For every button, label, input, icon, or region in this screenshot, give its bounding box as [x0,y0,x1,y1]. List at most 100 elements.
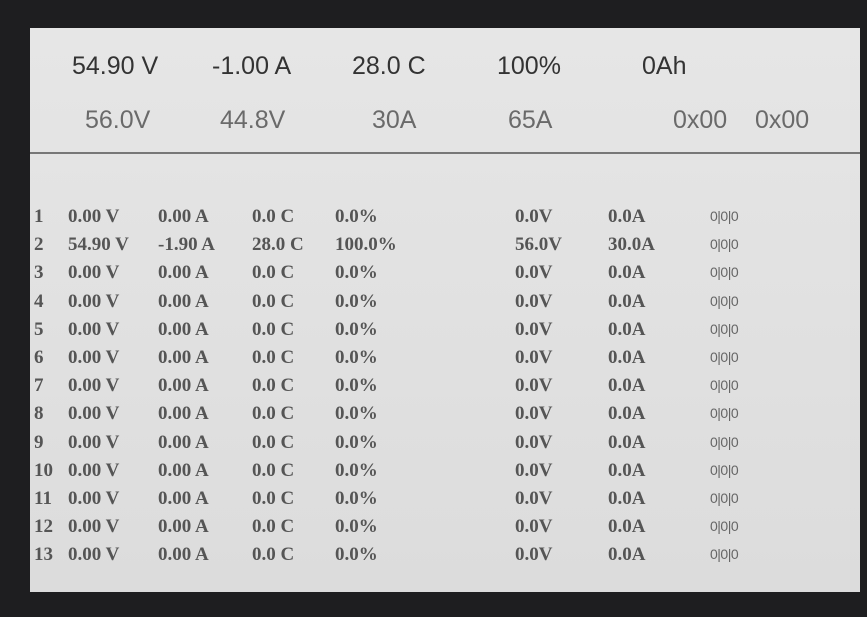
cell-current: 0.00 A [158,516,209,538]
status-value: -1.00 A [212,52,291,81]
cell-set-current: 0.0A [608,460,645,482]
cell-flags: 0|0|0 [710,293,738,309]
cell-temp: 28.0 C [252,234,304,256]
cell-index: 1 [34,206,44,228]
cell-soc: 0.0% [335,262,378,284]
cell-set-voltage: 56.0V [515,234,562,256]
cell-temp: 0.0 C [252,206,294,228]
cell-soc: 0.0% [335,291,378,313]
limit-value: 65A [508,106,552,135]
cell-temp: 0.0 C [252,432,294,454]
cell-temp: 0.0 C [252,488,294,510]
cell-soc: 0.0% [335,516,378,538]
cell-temp: 0.0 C [252,544,294,566]
status-value: 100% [497,52,561,81]
cell-flags: 0|0|0 [710,434,738,450]
cell-index: 3 [34,262,44,284]
cell-flags: 0|0|0 [710,264,738,280]
cell-set-voltage: 0.0V [515,319,552,341]
cell-index: 13 [34,544,53,566]
cell-set-voltage: 0.0V [515,206,552,228]
cell-voltage: 0.00 V [68,488,119,510]
cell-temp: 0.0 C [252,460,294,482]
cell-soc: 0.0% [335,460,378,482]
cell-set-current: 0.0A [608,319,645,341]
cell-set-voltage: 0.0V [515,347,552,369]
cell-current: 0.00 A [158,291,209,313]
cell-index: 10 [34,460,53,482]
cell-temp: 0.0 C [252,262,294,284]
cell-set-voltage: 0.0V [515,460,552,482]
cell-index: 6 [34,347,44,369]
cell-set-current: 0.0A [608,291,645,313]
cell-index: 5 [34,319,44,341]
cell-index: 7 [34,375,44,397]
cell-voltage: 0.00 V [68,403,119,425]
cell-current: 0.00 A [158,544,209,566]
cell-current: 0.00 A [158,488,209,510]
cell-voltage: 0.00 V [68,460,119,482]
cell-flags: 0|0|0 [710,546,738,562]
cell-voltage: 0.00 V [68,516,119,538]
cell-index: 2 [34,234,44,256]
cell-flags: 0|0|0 [710,208,738,224]
cell-flags: 0|0|0 [710,349,738,365]
limit-value: 56.0V [85,106,150,135]
cell-set-voltage: 0.0V [515,488,552,510]
cell-set-voltage: 0.0V [515,516,552,538]
cell-set-voltage: 0.0V [515,432,552,454]
cell-temp: 0.0 C [252,375,294,397]
cell-set-current: 0.0A [608,432,645,454]
cell-soc: 0.0% [335,206,378,228]
cell-soc: 0.0% [335,375,378,397]
page: 54.90 V-1.00 A28.0 C100%0Ah56.0V44.8V30A… [0,0,867,617]
cell-set-current: 0.0A [608,403,645,425]
limit-value: 0x00 [673,106,727,135]
cell-voltage: 0.00 V [68,432,119,454]
cell-set-voltage: 0.0V [515,403,552,425]
cell-voltage: 0.00 V [68,319,119,341]
cell-set-current: 0.0A [608,516,645,538]
cell-current: 0.00 A [158,375,209,397]
cell-current: 0.00 A [158,319,209,341]
limit-value: 0x00 [755,106,809,135]
cell-temp: 0.0 C [252,319,294,341]
cell-set-current: 0.0A [608,488,645,510]
cell-set-current: 0.0A [608,262,645,284]
limit-value: 44.8V [220,106,285,135]
cell-current: 0.00 A [158,347,209,369]
cell-flags: 0|0|0 [710,236,738,252]
cell-voltage: 0.00 V [68,206,119,228]
cell-soc: 0.0% [335,319,378,341]
cell-set-current: 0.0A [608,206,645,228]
cell-set-voltage: 0.0V [515,262,552,284]
cell-current: 0.00 A [158,432,209,454]
cell-index: 4 [34,291,44,313]
cell-current: 0.00 A [158,403,209,425]
cell-voltage: 0.00 V [68,347,119,369]
cell-temp: 0.0 C [252,347,294,369]
cell-index: 11 [34,488,52,510]
cell-index: 8 [34,403,44,425]
cell-voltage: 0.00 V [68,291,119,313]
cell-index: 12 [34,516,53,538]
cell-current: 0.00 A [158,262,209,284]
cell-flags: 0|0|0 [710,405,738,421]
cell-voltage: 0.00 V [68,375,119,397]
cell-set-current: 0.0A [608,347,645,369]
cell-set-current: 0.0A [608,544,645,566]
cell-voltage: 0.00 V [68,544,119,566]
status-value: 0Ah [642,52,686,81]
cell-current: -1.90 A [158,234,215,256]
cell-flags: 0|0|0 [710,518,738,534]
cell-set-voltage: 0.0V [515,375,552,397]
cell-set-current: 30.0A [608,234,655,256]
status-value: 54.90 V [72,52,158,81]
cell-voltage: 54.90 V [68,234,129,256]
cell-index: 9 [34,432,44,454]
cell-flags: 0|0|0 [710,490,738,506]
status-value: 28.0 C [352,52,426,81]
cell-soc: 0.0% [335,403,378,425]
cell-flags: 0|0|0 [710,462,738,478]
